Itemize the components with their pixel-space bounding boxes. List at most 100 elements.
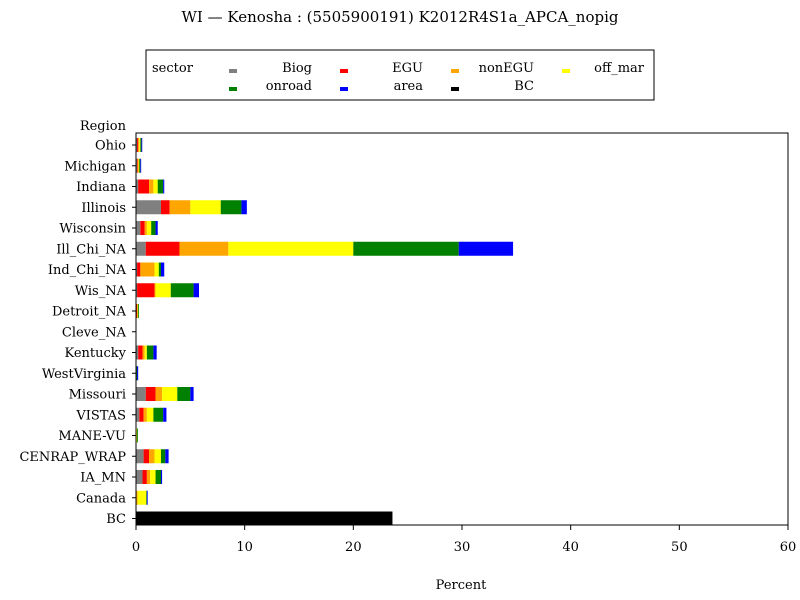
bar-segment-egu-michigan [137,158,138,173]
legend-swatch-off-mar [562,69,570,73]
bar-segment-off-mar-mane-vu [136,428,138,443]
y-tick-label: CENRAP_WRAP [19,450,126,465]
bar-segment-biog-vistas [136,407,140,422]
bar-segment-off-mar-ind-chi-na [154,262,159,277]
x-tick-label: 10 [236,540,253,555]
bar-segment-bc-bc [136,511,393,526]
bar-segment-area-vistas [163,407,167,422]
bar-segment-off-mar-wis-na [155,283,171,298]
bar-segment-nonegu-indiana [149,179,154,194]
bar-segment-off-mar-wisconsin [146,221,152,235]
bar-segment-biog-ill-chi-na [136,241,146,256]
x-tick-label: 40 [562,540,579,555]
bar-segment-biog-michigan [136,158,138,173]
bar-segment-nonegu-michigan [137,158,139,173]
y-tick-label: Indiana [76,180,126,195]
bar-segment-area-indiana [163,179,165,194]
bar-segment-nonegu-ia-mn [146,470,151,484]
bar-segment-egu-wisconsin [140,221,145,235]
bar-segment-onroad-ill-chi-na [353,241,459,256]
bar-segment-egu-ohio [137,138,139,152]
bar-segment-nonegu-missouri [155,387,163,401]
bar-segment-nonegu-illinois [169,200,191,215]
legend-label-nonegu: nonEGU [479,61,534,76]
y-tick-label: Canada [76,491,126,506]
legend-swatch-bc [451,87,459,91]
bar-segment-area-ill-chi-na [458,241,514,256]
x-axis-label: Percent [436,578,487,593]
bar-segment-off-mar-kentucky [144,345,147,360]
bar-segment-egu-vistas [139,407,144,422]
x-tick-label: 30 [454,540,471,555]
bar-segment-onroad-cenrap-wrap [160,449,166,464]
bar-segment-off-mar-ohio [139,138,141,152]
x-tick-label: 50 [671,540,688,555]
bar-segment-onroad-indiana [157,179,164,194]
y-tick-label: Kentucky [64,346,126,361]
bar-segment-biog-wisconsin [136,221,141,235]
bar-segment-egu-ia-mn [142,470,147,484]
bar-segment-off-mar-michigan [138,158,140,173]
bar-segment-onroad-canada [146,490,148,505]
bar-segment-nonegu-wisconsin [144,221,147,235]
bar-segment-off-mar-indiana [153,179,158,194]
bar-segment-area-ia-mn [160,470,163,484]
legend-label-bc: BC [514,79,534,94]
bar-segment-area-illinois [241,200,247,215]
y-tick-label: Michigan [64,159,126,174]
bar-segment-egu-indiana [138,179,150,194]
y-tick-label: MANE-VU [58,429,126,444]
bar-segment-onroad-ia-mn [155,470,161,484]
bars [136,138,514,526]
y-tick-label: Ind_Chi_NA [48,263,127,278]
legend-swatch-area [340,87,348,91]
bar-segment-area-cenrap-wrap [165,449,169,464]
x-axis: 0 10 20 30 40 50 60 [132,525,796,555]
y-tick-label: WestVirginia [42,367,126,382]
bar-segment-onroad-ind-chi-na [158,262,161,277]
bar-segment-area-michigan [140,158,142,173]
y-axis: Ohio Michigan Indiana Illinois Wisconsin Ill_… [19,139,136,527]
legend-label-egu: EGU [392,61,423,76]
bar-segment-area-westvirginia [137,366,139,381]
bar-segment-onroad-westvirginia [136,366,138,381]
legend-label-biog: Biog [282,61,312,76]
legend-label-off-mar: off_mar [594,61,645,76]
bar-segment-nonegu-ohio [138,138,140,152]
chart-title: WI — Kenosha : (5505900191) K2012R4S1a_A… [182,8,619,26]
bar-segment-onroad-ohio [140,138,142,152]
bar-segment-egu-ill-chi-na [145,241,180,256]
legend-swatch-nonegu [451,69,459,73]
y-axis-label: Region [80,119,127,134]
bar-segment-off-mar-canada [137,490,147,505]
bar-segment-onroad-kentucky [146,345,154,360]
x-tick-label: 0 [132,540,140,555]
bar-segment-egu-ind-chi-na [137,262,141,277]
bar-segment-off-mar-ill-chi-na [228,241,354,256]
bar-segment-biog-wis-na [136,283,138,298]
bar-segment-onroad-michigan [139,158,141,173]
bar-segment-egu-wis-na [137,283,155,298]
bar-segment-egu-cenrap-wrap [143,449,150,464]
bar-segment-onroad-wisconsin [151,221,156,235]
bar-segment-biog-missouri [136,387,146,401]
bar-segment-biog-ia-mn [136,470,143,484]
bar-segment-onroad-vistas [153,407,164,422]
bar-segment-area-missouri [190,387,194,401]
bar-segment-nonegu-vistas [143,407,147,422]
bar-segment-off-mar-cenrap-wrap [154,449,161,464]
y-tick-label: Missouri [69,388,126,403]
bar-segment-egu-illinois [160,200,170,215]
bar-segment-off-mar-illinois [190,200,221,215]
legend-box [145,49,655,101]
bar-segment-biog-ohio [136,138,138,152]
bar-segment-off-mar-ia-mn [150,470,156,484]
bar-segment-area-canada [146,490,148,505]
bar-segment-egu-missouri [145,387,156,401]
bar-segment-off-mar-vistas [146,407,154,422]
y-tick-label: IA_MN [80,471,126,486]
legend-label-onroad: onroad [266,79,312,94]
bar-segment-biog-ind-chi-na [136,262,138,277]
bar-segment-egu-detroit-na [136,304,138,318]
